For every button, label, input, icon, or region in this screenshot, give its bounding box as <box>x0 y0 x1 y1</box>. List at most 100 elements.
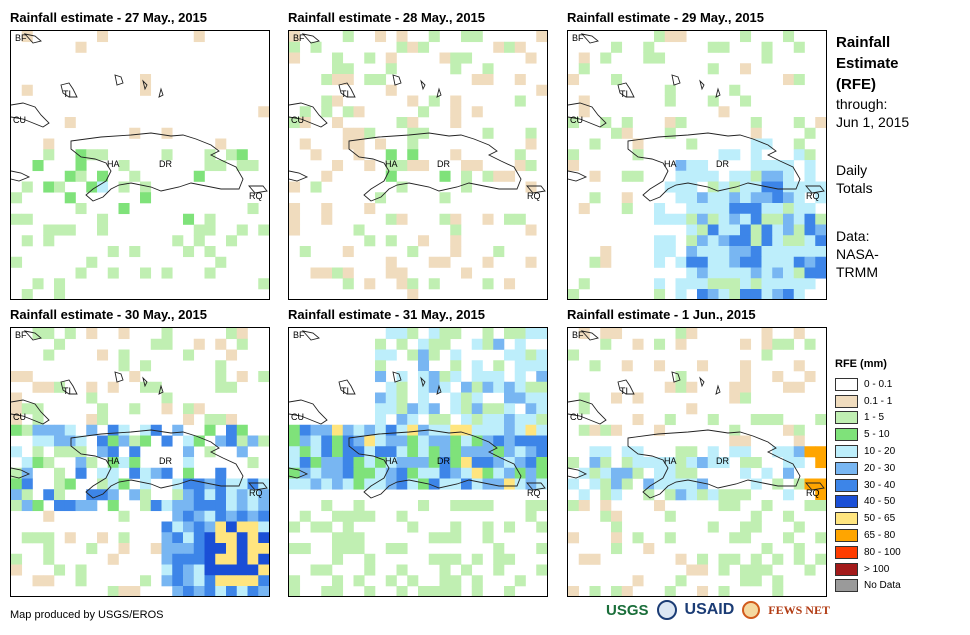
rainfall-cell <box>707 95 719 107</box>
rainfall-cell <box>140 181 152 193</box>
rainfall-cell <box>407 457 419 469</box>
rainfall-cell <box>407 414 419 426</box>
rainfall-cell <box>140 478 152 490</box>
rainfall-cell <box>504 392 516 404</box>
coastline <box>248 185 268 194</box>
rainfall-cell <box>450 149 462 161</box>
rainfall-cell <box>43 181 55 193</box>
rainfall-cell <box>482 500 494 512</box>
rainfall-cell <box>439 414 451 426</box>
coastline <box>248 482 268 491</box>
rainfall-cell <box>578 500 590 512</box>
rainfall-cell <box>396 41 408 53</box>
rainfall-cell <box>686 256 698 268</box>
rainfall-cell <box>750 127 762 139</box>
rainfall-cell <box>258 106 269 118</box>
rainfall-cell <box>740 338 752 350</box>
rainfall-cell <box>215 564 227 576</box>
rainfall-cell <box>493 446 505 458</box>
rainfall-cell <box>183 478 195 490</box>
rainfall-cell <box>707 446 719 458</box>
rainfall-cell <box>353 138 365 150</box>
rainfall-cell <box>172 500 184 512</box>
rainfall-cell <box>32 446 44 458</box>
rainfall-cell <box>97 467 109 479</box>
rainfall-cell <box>450 63 462 75</box>
rainfall-cell <box>815 256 826 268</box>
rainfall-cell <box>43 224 55 236</box>
rainfall-cell <box>514 41 526 53</box>
rainfall-cell <box>107 446 119 458</box>
rainfall-cell <box>140 84 152 96</box>
rainfall-cell <box>504 553 516 565</box>
legend-item: 30 - 40 <box>835 477 901 494</box>
country-label-ha: HA <box>385 159 398 169</box>
rainfall-cell <box>54 338 66 350</box>
rainfall-cell <box>215 532 227 544</box>
rainfall-cell <box>226 149 238 161</box>
rainfall-cell <box>783 267 795 279</box>
rainfall-cell <box>43 149 55 161</box>
rainfall-cell <box>718 192 730 204</box>
rainfall-cell <box>75 446 87 458</box>
rainfall-map[interactable]: BF CU TI HA DR RQ <box>288 30 548 300</box>
rainfall-cell <box>299 138 311 150</box>
rainfall-cell <box>471 575 483 587</box>
rainfall-cell <box>740 564 752 576</box>
rainfall-cell <box>75 203 87 215</box>
rainfall-cell <box>183 213 195 225</box>
rainfall-cell <box>161 392 173 404</box>
rainfall-cell <box>697 360 709 372</box>
rainfall-cell <box>385 267 397 279</box>
rainfall-cell <box>504 446 516 458</box>
rainfall-cell <box>97 435 109 447</box>
rainfall-map[interactable]: BF CU TI HA DR RQ <box>10 327 270 597</box>
rainfall-cell <box>86 500 98 512</box>
coastline <box>11 399 50 425</box>
rainfall-map[interactable]: BF CU TI HA DR RQ <box>567 30 827 300</box>
rainfall-cell <box>525 52 537 64</box>
rainfall-cell <box>450 106 462 118</box>
rainfall-map[interactable]: BF CU TI HA DR RQ <box>10 30 270 300</box>
rainfall-cell <box>772 575 784 587</box>
rainfall-cell <box>450 371 462 383</box>
rainfall-cell <box>471 586 483 596</box>
rainfall-cell <box>140 192 152 204</box>
rainfall-cell <box>193 510 205 522</box>
rainfall-cell <box>654 467 666 479</box>
rainfall-cell <box>353 532 365 544</box>
rainfall-cell <box>172 532 184 544</box>
rainfall-cell <box>536 392 547 404</box>
rainfall-cell <box>686 328 698 340</box>
rainfall-cell <box>718 213 730 225</box>
rainfall-cell <box>525 224 537 236</box>
rainfall-cell <box>353 106 365 118</box>
rainfall-cell <box>525 414 537 426</box>
rainfall-cell <box>461 500 473 512</box>
rainfall-cell <box>64 532 76 544</box>
rainfall-cell <box>697 170 709 182</box>
rainfall-cell <box>247 435 259 447</box>
rainfall-cell <box>226 553 238 565</box>
data-source-label: TRMM <box>836 264 878 280</box>
coastline <box>289 467 309 479</box>
rainfall-cell <box>129 457 141 469</box>
rainfall-cell <box>21 181 33 193</box>
rainfall-cell <box>247 510 259 522</box>
rainfall-cell <box>578 553 590 565</box>
rainfall-map[interactable]: BF CU TI HA DR RQ <box>288 327 548 597</box>
rainfall-cell <box>289 435 301 447</box>
rainfall-cell <box>482 371 494 383</box>
rainfall-cell <box>247 532 259 544</box>
rainfall-cell <box>482 338 494 350</box>
rainfall-cell <box>396 414 408 426</box>
rainfall-cell <box>707 181 719 193</box>
rainfall-cell <box>193 403 205 415</box>
rainfall-cell <box>439 467 451 479</box>
legend-label: > 100 <box>864 563 890 575</box>
legend-swatch <box>835 529 858 543</box>
rainfall-cell <box>450 349 462 361</box>
rainfall-cell <box>568 532 580 544</box>
rainfall-map[interactable]: BF CU TI HA DR RQ <box>567 327 827 597</box>
rainfall-cell <box>226 328 238 340</box>
